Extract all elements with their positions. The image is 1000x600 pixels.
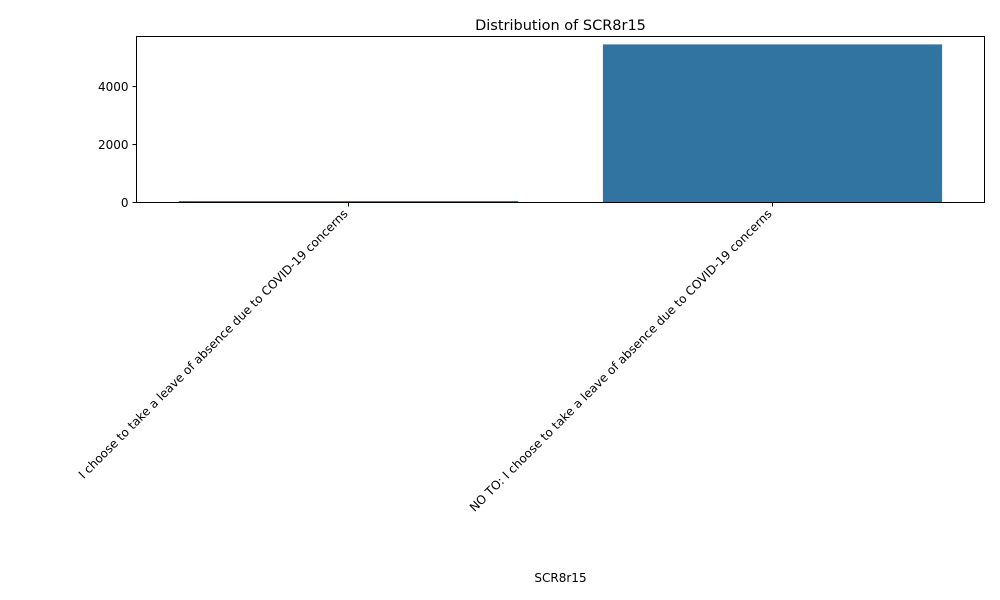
y-tick-label-1: 2000 — [98, 138, 129, 152]
y-axis: 0 2000 4000 — [98, 80, 137, 210]
y-tick-label-2: 4000 — [98, 80, 129, 94]
x-tick-label-1: I choose to take a leave of absence due … — [76, 207, 351, 482]
bars-group — [178, 44, 943, 203]
chart-title: Distribution of SCR8r15 — [475, 18, 646, 34]
bar-1 — [178, 201, 519, 203]
x-tick-label-2: NO TO: I choose to take a leave of absen… — [467, 207, 775, 515]
plot-frame — [136, 36, 985, 203]
y-tick-label-0: 0 — [121, 196, 129, 210]
x-axis-label: SCR8r15 — [534, 571, 586, 585]
x-axis: I choose to take a leave of absence due … — [76, 202, 775, 515]
bar-2 — [602, 44, 943, 203]
